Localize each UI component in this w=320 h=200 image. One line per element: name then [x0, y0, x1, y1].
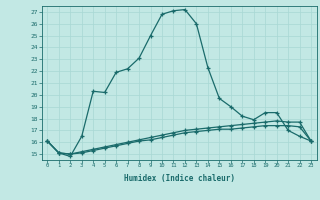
X-axis label: Humidex (Indice chaleur): Humidex (Indice chaleur) [124, 174, 235, 183]
